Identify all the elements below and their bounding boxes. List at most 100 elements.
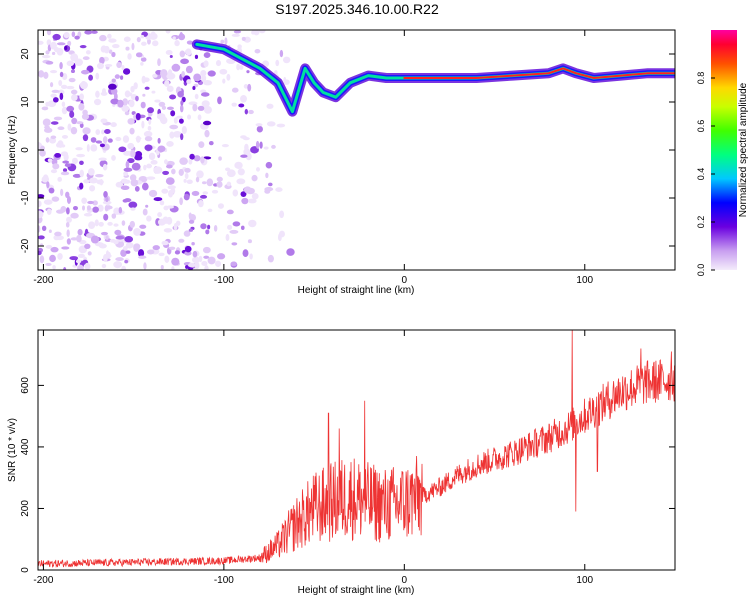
spectrogram-cell bbox=[216, 181, 223, 188]
spectrogram-cell bbox=[63, 31, 70, 39]
spectrogram-cell bbox=[81, 197, 88, 204]
spectrogram-cell bbox=[81, 113, 90, 120]
spectrogram-cell bbox=[69, 110, 75, 118]
spectrogram-cell bbox=[147, 107, 154, 114]
spectrogram-cell bbox=[204, 52, 210, 57]
spectrogram-cell bbox=[178, 238, 185, 243]
spectrogram-cell bbox=[118, 146, 127, 153]
spectrogram-cell bbox=[61, 134, 69, 139]
spectrogram-cell bbox=[113, 261, 123, 269]
spectrogram-cell bbox=[265, 172, 269, 179]
spectrogram-cell bbox=[110, 98, 120, 105]
spectrogram-cell bbox=[200, 223, 207, 230]
spectrogram-cell bbox=[127, 53, 132, 60]
spectrogram-cell bbox=[232, 189, 239, 197]
spectrogram-cell bbox=[166, 85, 174, 92]
spectrogram-cell bbox=[164, 255, 170, 263]
spectrogram-cell bbox=[157, 58, 161, 67]
spectrogram-cell bbox=[79, 93, 84, 101]
spectrogram-cell bbox=[128, 99, 135, 108]
spectrogram-cell bbox=[124, 236, 134, 243]
spectrogram-cell bbox=[62, 160, 70, 164]
colorbar-tick-label: 0.6 bbox=[696, 120, 706, 133]
spectrogram-cell bbox=[87, 200, 95, 205]
spectrogram-cell bbox=[123, 167, 133, 172]
spectrogram-cell bbox=[192, 86, 196, 90]
spectrogram-cell bbox=[92, 206, 99, 213]
y-tick-label: -20 bbox=[20, 238, 31, 253]
spectrogram-cell bbox=[165, 177, 175, 185]
spectrogram-cell bbox=[247, 239, 252, 244]
spectrogram-cell bbox=[42, 118, 51, 127]
spectrogram-cell bbox=[98, 221, 104, 227]
spectrogram-cell bbox=[137, 249, 145, 258]
spectrogram-cell bbox=[70, 237, 78, 241]
spectrogram-cell bbox=[177, 90, 184, 98]
y-tick-label: 0 bbox=[20, 147, 31, 153]
spectrogram-cell bbox=[163, 228, 173, 233]
spectrogram-cell bbox=[38, 200, 42, 207]
spectrogram-cell bbox=[49, 254, 56, 263]
spectrogram-cell bbox=[140, 35, 145, 39]
spectrogram-cell bbox=[207, 224, 211, 230]
spectrogram-cell bbox=[188, 228, 194, 232]
spectrogram-cell bbox=[71, 157, 78, 165]
spectrogram-cell bbox=[188, 158, 193, 165]
spectrogram-cell bbox=[162, 170, 170, 175]
spectrogram-cell bbox=[238, 103, 245, 108]
spectrogram-cell bbox=[204, 129, 210, 138]
y-tick-label: 600 bbox=[20, 377, 31, 394]
spectrogram-cell bbox=[208, 140, 214, 146]
spectrogram-cell bbox=[38, 210, 44, 219]
spectrogram-cell bbox=[165, 30, 171, 34]
spectrogram-cell bbox=[142, 208, 148, 216]
spectrogram-cell bbox=[157, 137, 161, 144]
spectrogram-cell bbox=[50, 169, 58, 174]
spectrogram-cell bbox=[79, 169, 84, 178]
spectrogram-y-label: Frequency (Hz) bbox=[7, 116, 18, 185]
spectrogram-cell bbox=[45, 244, 53, 249]
snr-series-line bbox=[38, 330, 675, 568]
spectrogram-cell bbox=[246, 70, 250, 74]
spectrogram-cell bbox=[77, 264, 84, 270]
spectrogram-cell bbox=[264, 187, 274, 192]
x-tick-label: -200 bbox=[33, 575, 53, 586]
spectrogram-cell bbox=[134, 155, 143, 161]
y-tick-label: 200 bbox=[20, 500, 31, 517]
x-tick-label: 0 bbox=[402, 275, 408, 286]
spectrogram-cell bbox=[108, 83, 117, 90]
spectrogram-cell bbox=[266, 121, 276, 127]
spectrogram-cell bbox=[247, 198, 257, 204]
spectrogram-cell bbox=[90, 137, 97, 143]
spectrogram-cell bbox=[181, 71, 186, 78]
x-tick-label: 100 bbox=[576, 275, 593, 286]
spectrogram-cell bbox=[255, 123, 263, 127]
spectrogram-cell bbox=[196, 170, 204, 179]
spectrogram-cell bbox=[61, 144, 66, 148]
spectrogram-cell bbox=[204, 265, 209, 270]
spectrogram-cell bbox=[140, 62, 144, 66]
spectrogram-cell bbox=[191, 256, 201, 264]
spectrogram-cell bbox=[80, 69, 90, 75]
spectrogram-cell bbox=[52, 265, 56, 270]
spectrogram-cell bbox=[256, 125, 263, 133]
spectrogram-cell bbox=[129, 127, 135, 135]
spectrogram-cell bbox=[120, 249, 127, 257]
spectrogram-cell bbox=[130, 207, 136, 211]
spectrogram-cell bbox=[161, 105, 167, 110]
spectrogram-cell bbox=[96, 179, 104, 185]
spectrogram-cell bbox=[89, 185, 96, 192]
spectrogram-cell bbox=[133, 228, 141, 236]
spectrogram-cell bbox=[153, 166, 163, 174]
spectrogram-cell bbox=[203, 105, 212, 114]
spectrogram-cell bbox=[169, 124, 179, 130]
spectrogram-cell bbox=[66, 216, 72, 223]
spectrogram-cell bbox=[146, 215, 152, 222]
spectrogram-cell bbox=[57, 126, 65, 131]
spectrogram-cell bbox=[239, 65, 244, 70]
spectrogram-cell bbox=[172, 36, 176, 40]
x-tick-label: -100 bbox=[214, 275, 234, 286]
spectrogram-cell bbox=[38, 70, 45, 78]
spectrogram-cell bbox=[122, 135, 130, 143]
spectrogram-cell bbox=[201, 74, 207, 83]
